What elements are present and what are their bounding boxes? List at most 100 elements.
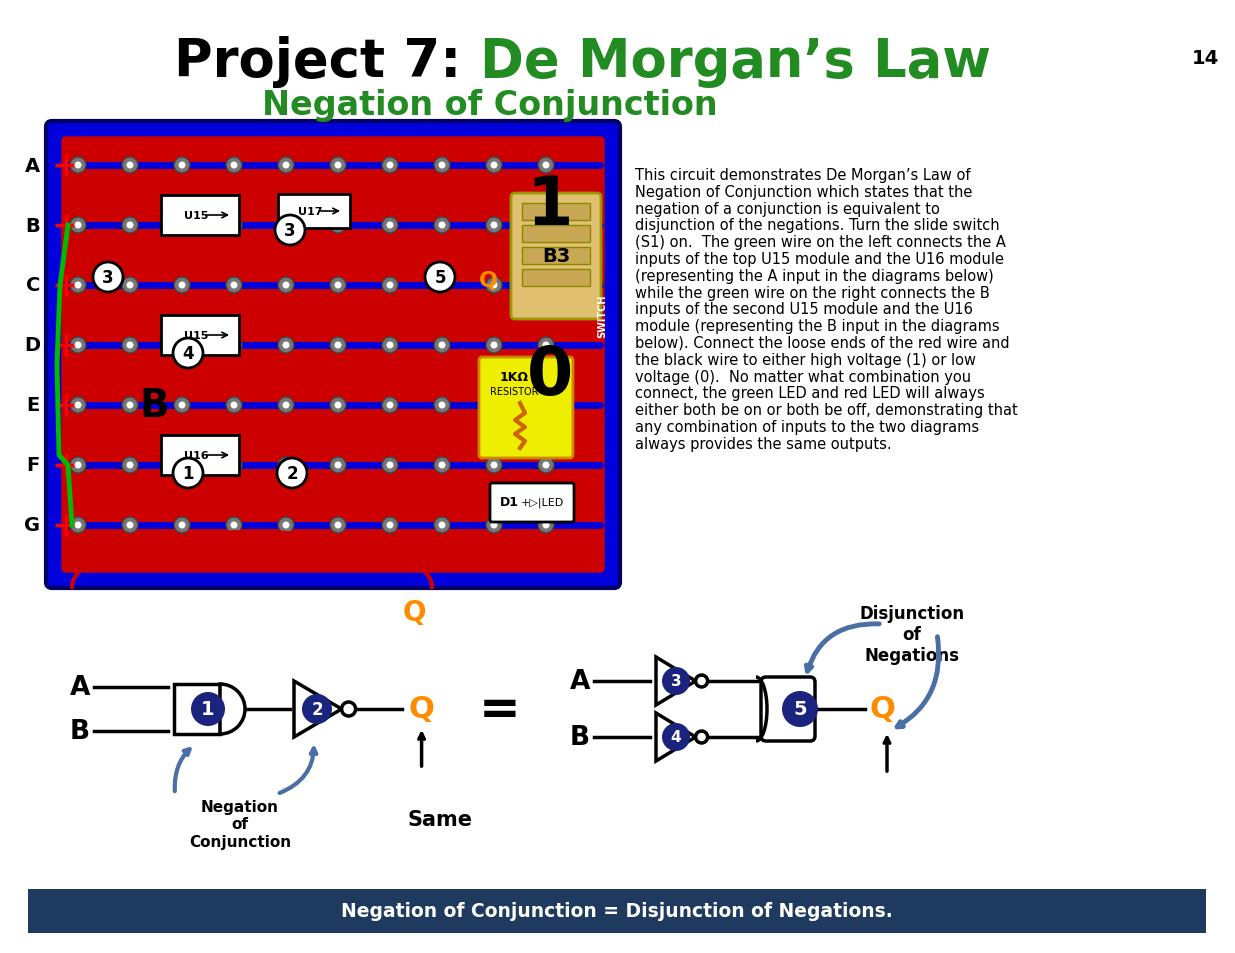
Circle shape <box>275 215 305 246</box>
Circle shape <box>335 342 342 349</box>
Circle shape <box>782 691 818 727</box>
Circle shape <box>490 402 498 409</box>
Text: 8: 8 <box>437 139 447 152</box>
FancyBboxPatch shape <box>761 678 815 741</box>
FancyBboxPatch shape <box>174 684 220 734</box>
Circle shape <box>490 522 498 529</box>
Circle shape <box>278 337 294 354</box>
Circle shape <box>425 263 454 293</box>
Text: U15: U15 <box>184 331 209 340</box>
Text: SWITCH: SWITCH <box>597 294 606 337</box>
Circle shape <box>330 337 346 354</box>
Text: 4: 4 <box>671 730 682 744</box>
Text: G: G <box>23 516 40 535</box>
Circle shape <box>126 282 133 289</box>
FancyBboxPatch shape <box>62 138 604 573</box>
Circle shape <box>179 522 185 529</box>
Text: Negation of Conjunction = Disjunction of Negations.: Negation of Conjunction = Disjunction of… <box>341 902 893 921</box>
Circle shape <box>231 162 237 170</box>
Circle shape <box>330 218 346 233</box>
Circle shape <box>387 462 394 469</box>
Text: 5: 5 <box>793 700 806 719</box>
Circle shape <box>335 462 342 469</box>
Text: A: A <box>70 675 90 700</box>
Circle shape <box>122 277 138 294</box>
Circle shape <box>231 342 237 349</box>
Text: 3: 3 <box>103 269 114 287</box>
Text: inputs of the second U15 module and the U16: inputs of the second U15 module and the … <box>635 302 973 317</box>
Text: inputs of the top U15 module and the U16 module: inputs of the top U15 module and the U16… <box>635 252 1004 267</box>
Circle shape <box>542 162 550 170</box>
Circle shape <box>74 522 82 529</box>
Text: D: D <box>23 336 40 355</box>
Circle shape <box>126 522 133 529</box>
Circle shape <box>283 162 289 170</box>
Text: disjunction of the negations. Turn the slide switch: disjunction of the negations. Turn the s… <box>635 218 999 233</box>
Text: 4: 4 <box>183 345 194 363</box>
Circle shape <box>487 218 501 233</box>
Circle shape <box>542 402 550 409</box>
Circle shape <box>174 337 190 354</box>
Circle shape <box>283 462 289 469</box>
FancyBboxPatch shape <box>161 195 240 235</box>
Circle shape <box>662 667 690 696</box>
Circle shape <box>538 277 555 294</box>
Text: RESISTOR: RESISTOR <box>490 387 538 396</box>
Circle shape <box>433 457 450 474</box>
Circle shape <box>542 342 550 349</box>
Text: 1: 1 <box>183 464 194 482</box>
Circle shape <box>330 517 346 534</box>
Circle shape <box>387 522 394 529</box>
Circle shape <box>122 397 138 414</box>
Circle shape <box>74 282 82 289</box>
Circle shape <box>487 457 501 474</box>
Circle shape <box>70 158 86 173</box>
Circle shape <box>387 342 394 349</box>
Bar <box>522 248 590 265</box>
Text: E: E <box>27 396 40 416</box>
Text: Negation of Conjunction which states that the: Negation of Conjunction which states tha… <box>635 185 972 199</box>
Text: Negation
of
Conjunction: Negation of Conjunction <box>189 800 291 849</box>
Circle shape <box>174 517 190 534</box>
Circle shape <box>278 457 294 474</box>
FancyBboxPatch shape <box>278 194 350 229</box>
Circle shape <box>179 342 185 349</box>
Text: C: C <box>26 276 40 295</box>
Circle shape <box>330 277 346 294</box>
Circle shape <box>226 337 242 354</box>
Circle shape <box>490 462 498 469</box>
Bar <box>522 270 590 287</box>
Circle shape <box>283 342 289 349</box>
Circle shape <box>126 162 133 170</box>
Circle shape <box>335 402 342 409</box>
Circle shape <box>226 457 242 474</box>
Circle shape <box>387 222 394 230</box>
Circle shape <box>173 458 203 489</box>
Circle shape <box>74 222 82 230</box>
Bar <box>522 204 590 221</box>
Text: B: B <box>140 387 169 424</box>
Circle shape <box>226 158 242 173</box>
Circle shape <box>70 277 86 294</box>
Circle shape <box>433 517 450 534</box>
Circle shape <box>278 158 294 173</box>
Text: Negation of Conjunction: Negation of Conjunction <box>262 89 718 121</box>
Circle shape <box>538 158 555 173</box>
Circle shape <box>231 462 237 469</box>
Circle shape <box>174 457 190 474</box>
Circle shape <box>330 397 346 414</box>
Circle shape <box>387 282 394 289</box>
Circle shape <box>438 222 446 230</box>
Text: 1: 1 <box>201 700 215 719</box>
Circle shape <box>231 402 237 409</box>
Circle shape <box>438 402 446 409</box>
Circle shape <box>487 517 501 534</box>
Text: De Morgan’s Law: De Morgan’s Law <box>480 36 990 88</box>
Circle shape <box>174 397 190 414</box>
Circle shape <box>126 342 133 349</box>
Circle shape <box>487 277 501 294</box>
FancyBboxPatch shape <box>161 436 240 476</box>
Circle shape <box>283 522 289 529</box>
FancyBboxPatch shape <box>479 357 573 458</box>
Circle shape <box>126 402 133 409</box>
